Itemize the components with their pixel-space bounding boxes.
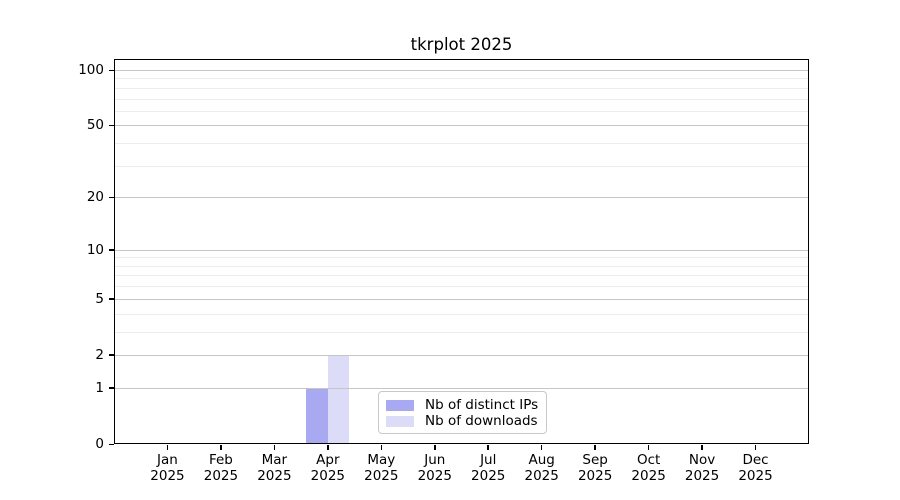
x-tick	[273, 445, 276, 450]
y-tick	[109, 249, 114, 251]
y-tick	[109, 69, 114, 71]
x-tick-label-line: Nov	[688, 452, 716, 468]
x-tick	[327, 445, 329, 450]
x-tick-label-line: 2025	[203, 468, 239, 484]
gridline-major	[115, 125, 808, 127]
x-tick-label-line: 2025	[417, 468, 452, 484]
gridline-minor	[115, 87, 808, 89]
plot-border	[114, 59, 809, 444]
x-tick-label-line: Dec	[742, 452, 769, 468]
x-tick-label-line: Apr	[316, 452, 340, 468]
y-tick-label: 50	[86, 117, 104, 134]
x-tick	[434, 445, 436, 450]
x-tick-label: Apr 2025	[298, 452, 358, 484]
x-tick-label-line: 2025	[257, 468, 292, 484]
y-tick	[109, 354, 114, 356]
x-tick-label-line: 2025	[631, 468, 666, 484]
bar-nb-of-distinct-ips-apr	[306, 387, 328, 444]
y-tick	[109, 298, 114, 300]
x-tick-label-line: 2025	[684, 468, 720, 484]
y-tick	[109, 387, 114, 389]
x-tick-label: Oct 2025	[619, 452, 679, 484]
x-tick	[754, 445, 757, 450]
x-tick-label-line: Oct	[636, 452, 661, 468]
x-tick	[380, 445, 383, 450]
gridline-major	[115, 354, 808, 356]
x-tick	[487, 445, 489, 450]
x-tick	[594, 445, 596, 450]
gridline-major	[115, 387, 808, 389]
gridline-minor	[115, 265, 808, 267]
x-tick-label-line: Jun	[424, 452, 446, 468]
y-tick-label: 100	[78, 62, 104, 78]
gridline-minor	[115, 275, 808, 277]
gridline-minor	[115, 98, 808, 100]
x-tick-label: Jul 2025	[458, 452, 518, 484]
y-tick-label: 0	[95, 436, 104, 452]
legend-item-distinct-ips: Nb of distinct IPs	[386, 397, 539, 413]
legend: Nb of distinct IPs Nb of downloads	[378, 391, 547, 434]
legend-swatch-distinct-ips	[386, 399, 414, 411]
gridline-minor	[115, 78, 808, 80]
x-tick-label: Feb 2025	[191, 452, 251, 484]
x-tick-label: Mar 2025	[244, 452, 304, 484]
x-tick-label: May 2025	[351, 452, 411, 484]
x-tick-label-line: Aug	[528, 452, 555, 468]
x-tick-label: Jun 2025	[405, 452, 465, 484]
x-tick-label: Jan 2025	[137, 452, 197, 484]
gridline-major	[115, 298, 808, 300]
x-tick-label-line: 2025	[524, 468, 559, 484]
x-tick-label: Sep 2025	[565, 452, 625, 484]
y-tick-label: 10	[86, 241, 104, 258]
y-tick-label: 2	[95, 346, 104, 363]
gridline-minor	[115, 143, 808, 145]
x-tick-label-line: Jul	[480, 452, 497, 468]
x-tick	[540, 445, 543, 450]
gridline-minor	[115, 331, 808, 333]
bar-nb-of-downloads-apr	[327, 354, 350, 444]
x-tick	[701, 445, 703, 450]
x-tick-label-line: 2025	[310, 468, 346, 484]
gridline-minor	[115, 286, 808, 288]
y-tick	[109, 443, 114, 445]
legend-swatch-downloads	[386, 415, 414, 427]
x-tick	[220, 445, 222, 450]
x-tick-label: Dec 2025	[726, 452, 786, 484]
x-tick-label-line: 2025	[471, 468, 506, 484]
x-tick	[166, 445, 169, 450]
gridline-minor	[115, 257, 808, 259]
x-tick	[647, 445, 650, 450]
gridline-minor	[115, 110, 808, 112]
gridline-minor	[115, 313, 808, 315]
x-tick-label-line: Mar	[261, 452, 288, 468]
y-tick-label: 1	[95, 379, 104, 396]
gridline-major	[115, 197, 808, 199]
gridline-major	[115, 249, 808, 251]
x-tick-label-line: Sep	[582, 452, 608, 468]
x-tick-label-line: 2025	[738, 468, 773, 484]
x-tick-label-line: Jan	[157, 452, 178, 468]
y-tick-label: 5	[95, 290, 104, 307]
x-tick-label-line: 2025	[577, 468, 613, 484]
y-tick-label: 20	[86, 189, 104, 206]
gridline-minor	[115, 165, 808, 167]
y-tick	[109, 196, 114, 199]
x-tick-label-line: Feb	[208, 452, 233, 468]
x-tick-label: Nov 2025	[672, 452, 732, 484]
x-tick-label-line: 2025	[364, 468, 399, 484]
gridline-major	[115, 70, 808, 71]
legend-item-downloads: Nb of downloads	[386, 413, 539, 429]
legend-label-distinct-ips: Nb of distinct IPs	[425, 397, 539, 413]
legend-label-downloads: Nb of downloads	[425, 413, 538, 429]
x-tick-label-line: May	[367, 452, 396, 468]
x-tick-label-line: 2025	[150, 468, 185, 484]
x-tick-label: Aug 2025	[512, 452, 572, 484]
chart-title: tkrplot 2025	[410, 35, 513, 54]
y-tick	[109, 124, 114, 127]
